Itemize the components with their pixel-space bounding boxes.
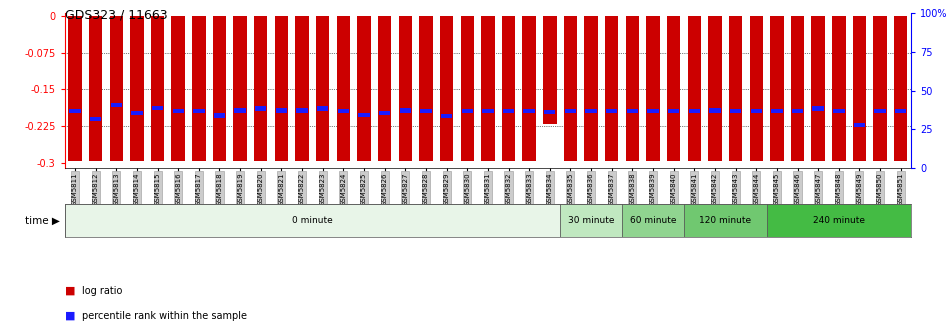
Bar	[110, 103, 122, 108]
Bar	[749, 16, 763, 161]
Bar	[750, 109, 762, 113]
Text: ■: ■	[65, 311, 75, 321]
Text: time ▶: time ▶	[25, 215, 60, 225]
Bar	[791, 16, 805, 161]
Bar	[606, 109, 617, 113]
Bar	[894, 16, 907, 161]
Bar	[441, 114, 453, 118]
Bar	[69, 109, 81, 113]
Bar	[584, 16, 598, 161]
Bar	[440, 16, 454, 161]
Bar	[193, 109, 204, 113]
Bar	[503, 109, 514, 113]
Bar	[316, 16, 329, 161]
Bar	[622, 204, 684, 237]
Bar	[708, 16, 722, 161]
Bar	[647, 16, 660, 161]
Text: percentile rank within the sample: percentile rank within the sample	[82, 311, 247, 321]
Bar	[853, 16, 866, 161]
Bar	[213, 16, 226, 161]
Bar	[172, 109, 184, 113]
Bar	[811, 16, 825, 161]
Bar	[586, 109, 597, 113]
Text: 60 minute: 60 minute	[630, 216, 676, 225]
Bar	[560, 204, 622, 237]
Bar	[523, 109, 534, 113]
Bar	[254, 16, 267, 161]
Bar	[770, 16, 784, 161]
Bar	[233, 16, 247, 161]
Bar	[833, 109, 844, 113]
Bar	[565, 109, 576, 113]
Bar	[131, 111, 143, 115]
Bar	[728, 16, 743, 161]
Bar	[522, 16, 535, 161]
Bar	[378, 111, 390, 115]
Bar	[874, 109, 885, 113]
Text: log ratio: log ratio	[82, 286, 122, 296]
Bar	[276, 109, 287, 113]
Bar	[398, 16, 412, 161]
Bar	[812, 107, 824, 111]
Bar	[684, 204, 767, 237]
Bar	[668, 109, 679, 113]
Bar	[358, 16, 371, 161]
Bar	[399, 109, 411, 113]
Bar	[688, 16, 701, 161]
Bar	[895, 109, 906, 113]
Bar	[460, 16, 474, 161]
Text: 0 minute: 0 minute	[292, 216, 333, 225]
Bar	[151, 16, 165, 161]
Text: GDS323 / 11663: GDS323 / 11663	[65, 8, 167, 22]
Bar	[873, 16, 886, 161]
Bar	[832, 16, 845, 161]
Bar	[337, 16, 350, 161]
Bar	[543, 16, 556, 124]
Bar	[275, 16, 288, 161]
Bar	[90, 117, 102, 121]
Bar	[481, 16, 495, 161]
Text: ■: ■	[65, 286, 75, 296]
Text: 120 minute: 120 minute	[699, 216, 751, 225]
Bar	[297, 109, 308, 113]
Bar	[648, 109, 659, 113]
Bar	[68, 16, 82, 161]
Bar	[109, 16, 123, 161]
Bar	[359, 113, 370, 117]
Bar	[419, 16, 433, 161]
Bar	[502, 16, 515, 161]
Bar	[235, 109, 246, 113]
Bar	[667, 16, 680, 161]
Bar	[461, 109, 473, 113]
Bar	[89, 16, 103, 161]
Bar	[544, 110, 555, 114]
Bar	[255, 107, 266, 111]
Bar	[130, 16, 144, 161]
Bar	[152, 106, 164, 110]
Bar	[296, 16, 309, 161]
Bar	[689, 109, 700, 113]
Bar	[627, 109, 638, 113]
Bar	[564, 16, 577, 161]
Bar	[192, 16, 205, 161]
Bar	[709, 109, 721, 113]
Bar	[767, 204, 911, 237]
Bar	[729, 109, 741, 113]
Bar	[171, 16, 184, 161]
Bar	[214, 113, 225, 118]
Bar	[65, 204, 560, 237]
Text: 30 minute: 30 minute	[568, 216, 614, 225]
Bar	[771, 109, 783, 113]
Text: 240 minute: 240 minute	[813, 216, 864, 225]
Bar	[854, 123, 865, 127]
Bar	[317, 107, 328, 111]
Bar	[482, 109, 494, 113]
Bar	[792, 109, 804, 113]
Bar	[338, 109, 349, 113]
Bar	[378, 16, 392, 161]
Bar	[420, 109, 432, 113]
Bar	[605, 16, 618, 161]
Bar	[626, 16, 639, 161]
